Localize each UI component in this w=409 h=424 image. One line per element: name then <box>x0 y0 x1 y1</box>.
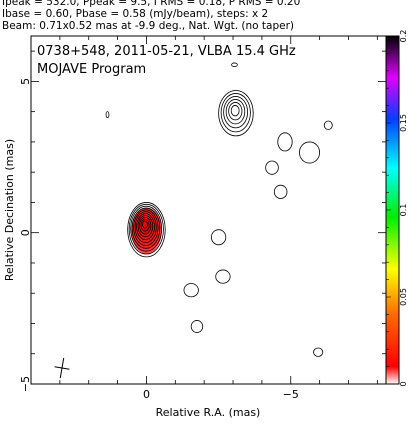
y-tick-label: 0 <box>19 229 32 236</box>
core-contour <box>139 216 152 235</box>
colorbar-tick-label: 0.15 <box>399 114 408 132</box>
core-contour <box>131 207 161 249</box>
noise-contour <box>105 111 110 119</box>
core-contour <box>142 220 148 229</box>
core-contour <box>128 203 164 255</box>
jet-knot-contour <box>223 96 249 129</box>
jet-knot-contour <box>218 90 254 137</box>
y-axis-label: Relative Decination (mas) <box>3 139 16 281</box>
core-contour <box>134 211 157 243</box>
chart-title: 0738+548, 2011-05-21, VLBA 15.4 GHz <box>37 44 296 59</box>
noise-contour <box>190 320 204 333</box>
jet-knot-contour <box>230 105 240 117</box>
colorbar-tick-label: 0 <box>399 381 408 386</box>
core-contour <box>137 215 154 238</box>
colorbar-tick-label: 0.1 <box>399 204 408 217</box>
header-line-1: Ipeak = 532.0, Ppeak = 9.5, I RMS = 0.18… <box>2 0 301 8</box>
chart-subtitle: MOJAVE Program <box>37 62 146 77</box>
noise-contour <box>215 269 231 284</box>
jet-knot-contour <box>220 93 251 133</box>
header-line-2: Ibase = 0.60, Pbase = 0.58 (mJy/beam), s… <box>2 8 269 20</box>
x-axis-label: Relative R.A. (mas) <box>156 406 261 419</box>
noise-contour <box>210 229 227 246</box>
beam-marker <box>54 357 70 379</box>
noise-contour <box>313 347 324 357</box>
x-tick-label: 0 <box>143 388 150 401</box>
core-contour <box>130 205 163 252</box>
colorbar-tick-label: 0.05 <box>399 288 408 306</box>
core-contour <box>140 218 150 232</box>
axis-ticks: 0 −5 −5 0 5 <box>19 36 386 401</box>
core-contour <box>127 202 166 258</box>
jet-knot-contour <box>228 102 243 121</box>
core-contour <box>133 209 159 246</box>
beam-minor-axis <box>54 366 70 370</box>
contour-layer <box>54 62 333 379</box>
noise-contour <box>183 283 199 298</box>
noise-contour <box>277 132 293 152</box>
colorbar-tick-label: 0.2 <box>399 30 408 43</box>
plot-frame <box>30 35 387 385</box>
jet-knot-contour <box>225 99 246 125</box>
y-tick-label: 5 <box>19 78 32 85</box>
noise-contour <box>265 160 279 175</box>
noise-contour <box>299 141 321 164</box>
noise-contour <box>231 62 238 67</box>
noise-contour <box>273 184 288 199</box>
colorbar-ticks: 0 0.05 0.1 0.15 0.2 <box>386 30 408 387</box>
core-contour <box>136 213 155 241</box>
noise-contour <box>323 120 333 130</box>
x-tick-label: −5 <box>283 388 299 401</box>
header-line-3: Beam: 0.71x0.52 mas at -9.9 deg., Nat. W… <box>2 20 295 32</box>
y-tick-label: −5 <box>19 376 32 392</box>
